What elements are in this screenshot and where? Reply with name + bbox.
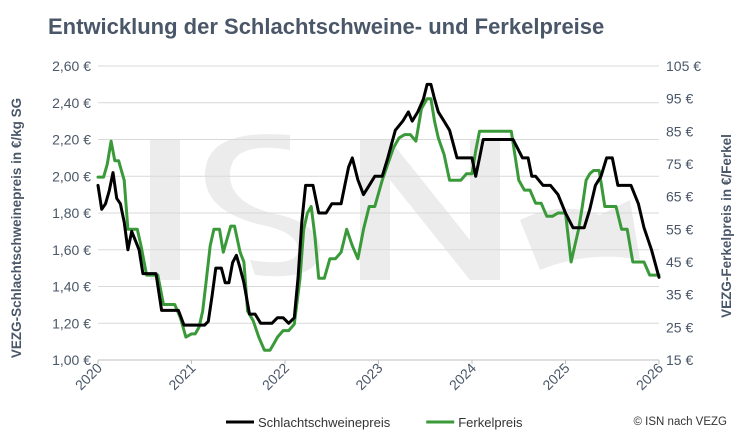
y-tick-right-label: 35 € [666,287,693,303]
y-tick-right-label: 85 € [666,123,693,139]
x-tick-label: 2026 [633,360,666,393]
y-tick-right-label: 75 € [666,156,693,172]
series-line-schlachtschweinepreis [96,82,661,327]
watermark-shape [520,200,640,270]
x-tick-label: 2022 [259,360,292,393]
y-tick-right-label: 25 € [666,319,693,335]
x-tick-label: 2021 [165,360,198,393]
series-lines [96,82,661,352]
series-line-ferkelpreis [96,97,661,352]
y-tick-right-label: 95 € [666,91,693,107]
y-tick-right-label: 55 € [666,221,693,237]
y-tick-left-label: 1,00 € [52,352,91,368]
y-ticks-left: 1,00 € 1,20 € 1,40 € 1,60 € 1,80 € 2,00 € 2,20… [52,58,91,368]
isn-watermark [150,134,640,280]
watermark-shape [205,134,320,277]
legend: Schlachtschweinepreis Ferkelpreis [226,415,523,430]
chart-title: Entwicklung der Schlachtschweine- und Fe… [48,14,605,39]
x-tick-label: 2023 [352,360,385,393]
y-tick-left-label: 1,60 € [52,242,91,258]
y-tick-left-label: 2,40 € [52,95,91,111]
y-tick-left-label: 2,20 € [52,132,91,148]
source-credit: © ISN nach VEZG [633,416,727,428]
x-tick-label: 2025 [539,360,572,393]
watermark-shape [360,140,500,280]
y-tick-left-label: 2,60 € [52,58,91,74]
watermark-shape [150,140,180,280]
y-tick-right-label: 15 € [666,352,693,368]
y-tick-left-label: 1,40 € [52,279,91,295]
y-tick-left-label: 1,20 € [52,315,91,331]
legend-label: Ferkelpreis [458,415,523,430]
y-tick-left-label: 2,00 € [52,168,91,184]
y-tick-left-label: 1,80 € [52,205,91,221]
y-axis-label-right: VEZG-Ferkelpreis in €/Ferkel [719,134,734,318]
y-ticks-right: 15 € 25 € 35 € 45 € 55 € 65 € 75 € 85 € 95 € 105 … [666,58,701,368]
gridlines [98,65,659,324]
y-tick-right-label: 45 € [666,254,693,270]
legend-label: Schlachtschweinepreis [258,415,391,430]
y-tick-right-label: 65 € [666,189,693,205]
y-axis-label-left: VEZG-Schlachtschweinepreis in €/kg SG [9,98,24,358]
y-tick-right-label: 105 € [666,58,701,74]
x-tick-label: 2024 [446,360,479,393]
x-ticks: 2020 2021 2022 2023 2024 2025 2026 [72,360,666,393]
